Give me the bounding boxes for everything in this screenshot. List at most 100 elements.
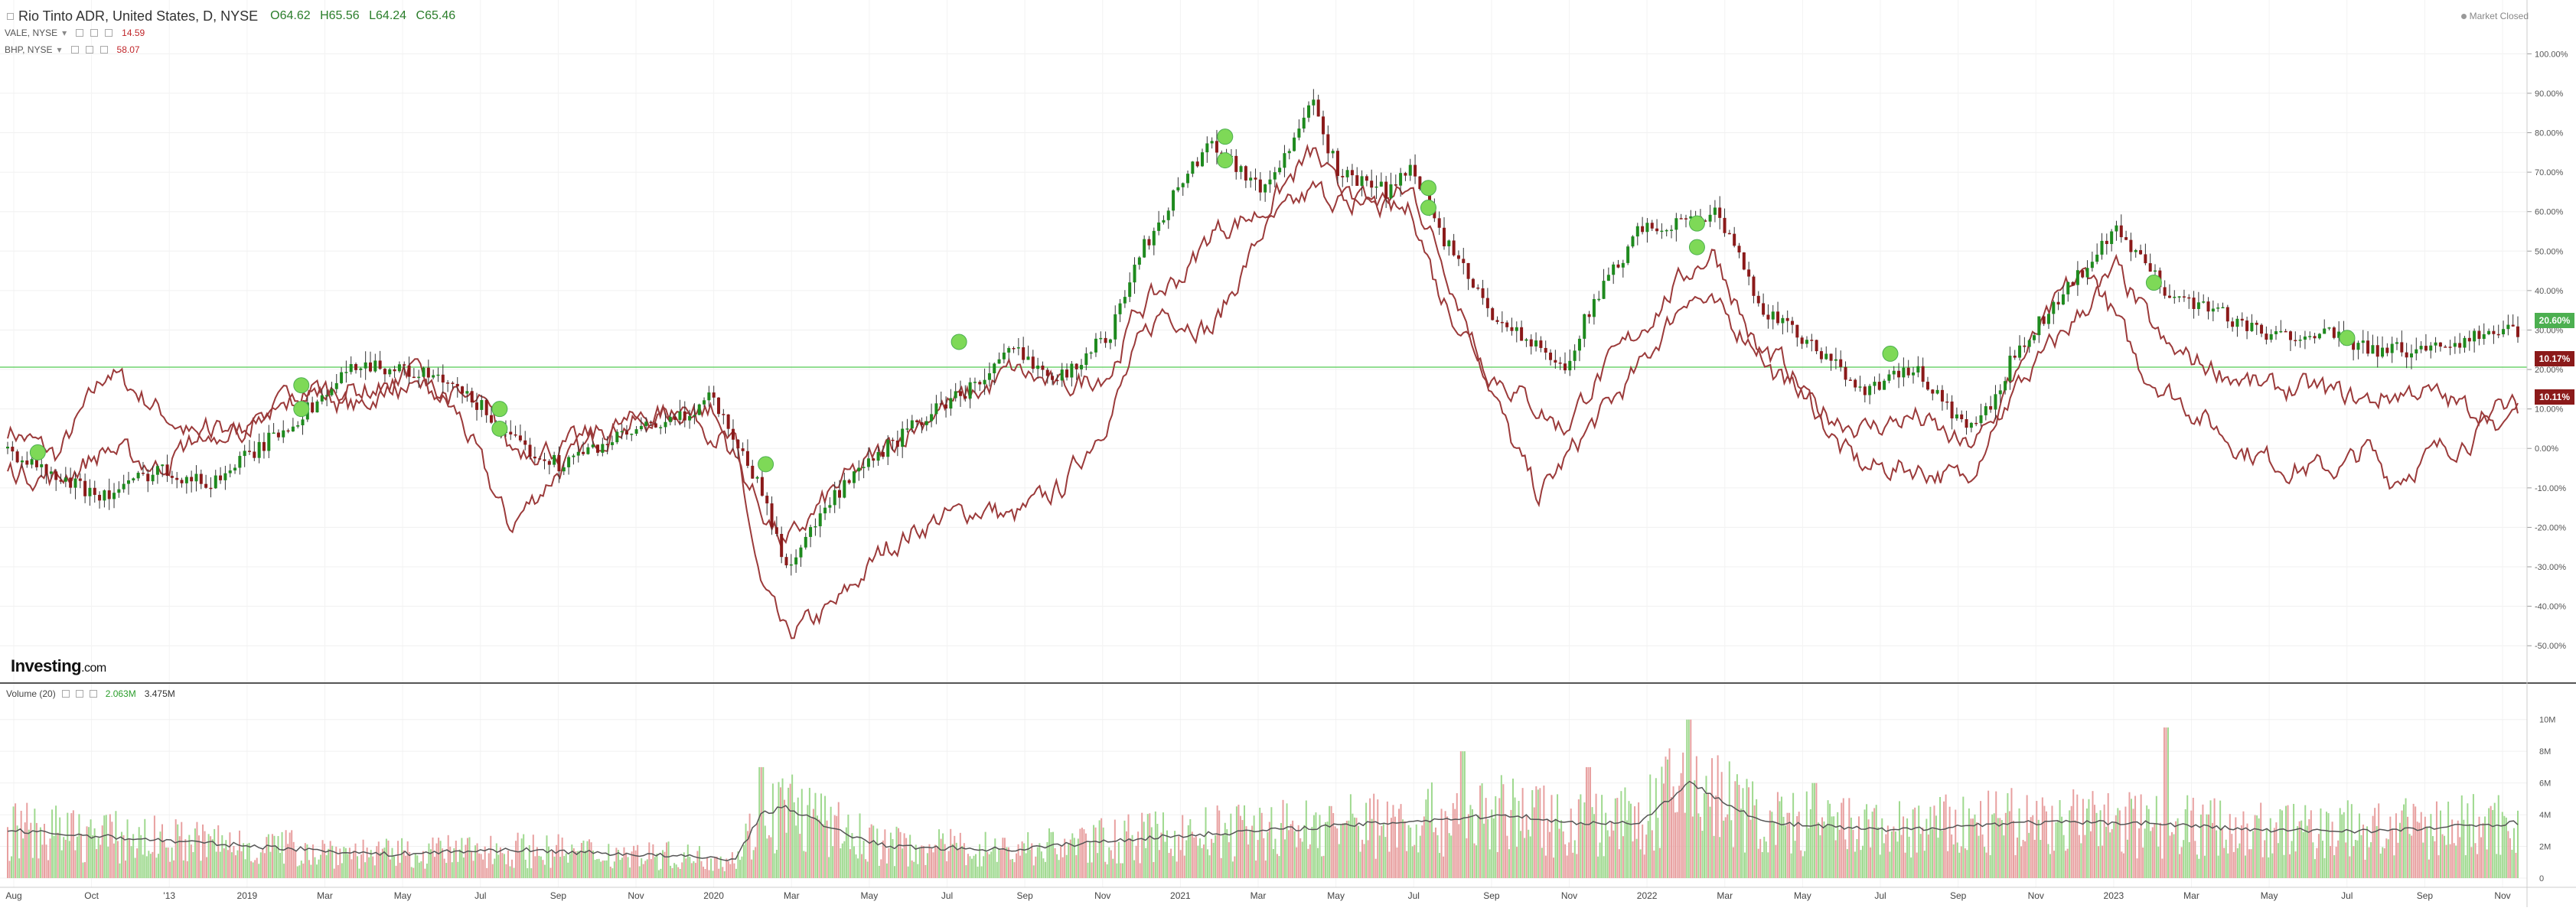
volume-bar [177,824,179,878]
candle-body [745,451,749,466]
dropdown-icon[interactable]: ▾ [62,28,67,38]
volume-bar [1361,839,1364,878]
close-icon[interactable] [89,690,97,698]
volume-bar [1276,854,1278,878]
volume-bar [866,861,869,878]
candle-body [2148,263,2152,272]
volume-bar [1456,792,1458,878]
volume-ma-line [7,780,2519,861]
volume-bar [1365,802,1368,878]
candle-body [630,434,634,435]
volume-bar [163,840,165,878]
logo-suffix: .com [81,662,106,675]
candle-body [349,363,353,373]
candle-body [934,403,938,415]
compare-value: 58.07 [116,44,140,55]
visibility-icon[interactable] [61,690,70,698]
candle-body [233,467,237,471]
volume-bar [1705,776,1707,878]
volume-bar [519,851,521,878]
visibility-icon[interactable] [70,46,79,54]
candle-body [2046,314,2050,324]
volume-bar [364,862,367,878]
volume-bar [2265,828,2268,878]
volume-bar [2383,848,2385,878]
volume-bar [1898,801,1900,878]
candle-body [678,411,682,420]
y-tick-label: -50.00% [2535,642,2566,651]
candle-body [726,414,730,429]
volume-bar [254,860,256,878]
candle-body [881,451,885,457]
volume-bar [524,859,527,878]
volume-bar [700,861,703,878]
dividend-marker [2339,330,2356,347]
volume-bar [471,851,473,878]
candle-body [1108,339,1112,343]
volume-bar [1176,861,1178,878]
volume-bar [360,854,363,878]
volume-bar [1357,825,1359,878]
dropdown-icon[interactable]: ▾ [57,44,62,55]
volume-bar [2032,815,2034,878]
volume-bar [1856,839,1858,878]
candle-body [2139,250,2143,255]
candle-body [2018,345,2022,358]
candle-body [741,448,745,451]
volume-bar [1885,834,1887,878]
volume-bar [250,861,253,878]
candle-body [2434,342,2437,346]
candle-body [1128,282,1132,298]
candle-body [1026,356,1030,360]
volume-bar [155,857,158,878]
candle-body [247,451,251,452]
close-icon[interactable] [99,46,108,54]
settings-icon[interactable] [90,29,99,37]
time-axis: Aug Oct '13 2019 Mar May Jul Sep Nov 2020 Mar May Ju… [5,890,2510,901]
visibility-icon[interactable] [76,29,84,37]
volume-bar [1212,842,1215,878]
settings-icon[interactable] [85,46,93,54]
volume-bar [2066,848,2069,878]
volume-bar [944,844,946,878]
candle-body [165,464,169,477]
candle-body [964,395,967,399]
volume-bar [1772,822,1775,878]
volume-bar [190,844,192,878]
volume-bar [1904,852,1906,878]
volume-bar [1506,835,1508,878]
volume-bar [304,843,306,878]
volume-bar [2196,854,2198,878]
volume-bar [2163,727,2165,878]
candle-body [330,389,334,395]
volume-bar [1048,828,1050,878]
volume-bar [1378,835,1381,878]
volume-bar [1477,815,1479,878]
volume-bar [1867,819,1870,878]
volume-bar [2107,792,2109,878]
volume-bar [1284,839,1286,878]
candle-body [1708,214,1712,222]
candle-body [1447,240,1451,247]
volume-bar [341,863,343,878]
volume-bar [2482,823,2484,878]
volume-bar [1215,835,1217,878]
collapse-icon[interactable] [7,12,14,20]
volume-bar [2004,812,2007,878]
candle-body [1312,99,1316,106]
candle-body [582,451,585,454]
volume-bar [1757,848,1759,878]
volume-bar [466,838,468,878]
volume-bar [472,861,474,878]
volume-bar [869,827,871,878]
candle-body [2381,347,2385,357]
volume-bar [2397,842,2399,878]
close-icon[interactable] [105,29,113,37]
volume-bar [2333,854,2336,878]
settings-icon[interactable] [75,690,83,698]
candle-body [2260,324,2264,334]
volume-bar [2422,842,2424,878]
volume-bar [505,864,507,878]
